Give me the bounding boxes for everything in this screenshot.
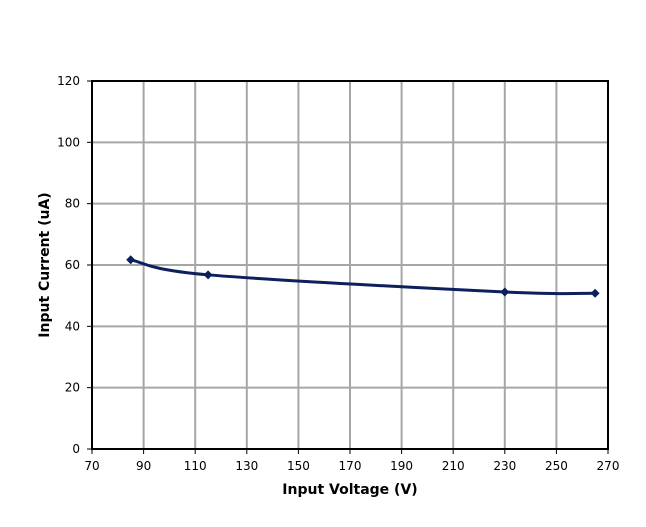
y-tick-label-0: 0: [72, 442, 80, 456]
x-tick-label-10: 270: [597, 459, 620, 473]
data-point-3: [590, 288, 600, 298]
y-tick-label-2: 40: [65, 319, 80, 333]
x-tick-label-2: 110: [184, 459, 207, 473]
x-tick-label-8: 230: [493, 459, 516, 473]
x-tick-label-6: 190: [390, 459, 413, 473]
y-tick-label-1: 20: [65, 381, 80, 395]
data-point-1: [203, 270, 213, 280]
y-tick-label-6: 120: [57, 74, 80, 88]
x-axis-ticks: 70 90 110 130 150 170 190 210 230 250 270: [84, 449, 619, 473]
y-tick-label-5: 100: [57, 135, 80, 149]
x-tick-label-7: 210: [442, 459, 465, 473]
series-group: [126, 255, 600, 298]
grid-lines: [91, 80, 609, 450]
y-tick-label-4: 80: [65, 197, 80, 211]
y-axis-title: Input Current (uA): [37, 192, 53, 337]
y-tick-label-3: 60: [65, 258, 80, 272]
x-tick-label-3: 130: [235, 459, 258, 473]
x-tick-label-0: 70: [84, 459, 99, 473]
x-tick-label-4: 150: [287, 459, 310, 473]
x-tick-label-5: 170: [339, 459, 362, 473]
data-point-2: [500, 287, 510, 297]
x-axis-title: Input Voltage (V): [282, 482, 417, 498]
x-tick-label-1: 90: [136, 459, 151, 473]
data-point-0: [126, 255, 136, 265]
series-line-0: [130, 258, 596, 296]
y-axis-ticks: 0 20 40 60 80 100 120: [57, 74, 92, 456]
x-tick-label-9: 250: [545, 459, 568, 473]
